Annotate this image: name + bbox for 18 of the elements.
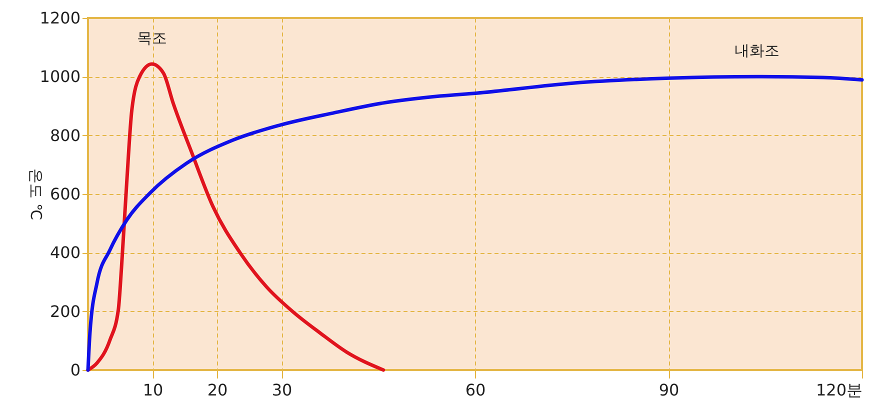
y-tick-label: 1200 [40, 8, 80, 28]
x-tick-label: 10 [142, 380, 164, 400]
y-tick-label: 200 [50, 302, 80, 321]
y-tick-label: 0 [70, 360, 80, 380]
line-series [86, 74, 864, 372]
y-tick-label: 400 [50, 243, 80, 262]
y-tick-label: 800 [50, 126, 80, 145]
series-label: 내화조 [734, 42, 780, 60]
x-tick-label: 60 [465, 380, 486, 400]
y-tick-label: 600 [50, 184, 80, 204]
line-series [86, 62, 386, 372]
series-label: 목조 [136, 29, 167, 48]
x-tick-label: 90 [658, 380, 680, 400]
y-tick-label: 1000 [40, 67, 80, 86]
x-tick-label: 120분 [816, 380, 862, 400]
y-axis-title: 온도 ℃ [26, 168, 45, 220]
x-tick-label: 30 [272, 380, 292, 400]
x-tick-label: 20 [207, 380, 228, 400]
